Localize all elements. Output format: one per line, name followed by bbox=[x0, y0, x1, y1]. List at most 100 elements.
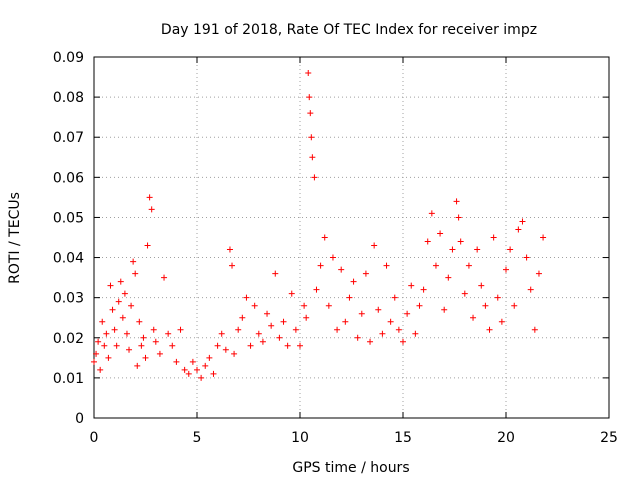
data-point bbox=[247, 342, 254, 349]
data-point bbox=[412, 330, 419, 337]
data-point bbox=[379, 330, 386, 337]
data-point bbox=[272, 270, 279, 277]
data-point bbox=[280, 318, 287, 325]
data-point bbox=[441, 306, 448, 313]
data-point bbox=[507, 246, 514, 253]
data-point bbox=[126, 346, 133, 353]
chart-title: Day 191 of 2018, Rate Of TEC Index for r… bbox=[161, 22, 537, 38]
plot-frame bbox=[93, 56, 610, 419]
data-point bbox=[194, 366, 200, 373]
data-point bbox=[470, 314, 477, 321]
data-point bbox=[284, 342, 291, 349]
data-point bbox=[395, 326, 402, 333]
data-point bbox=[268, 322, 275, 329]
data-point bbox=[93, 350, 100, 357]
x-tick-label: 10 bbox=[291, 430, 309, 446]
data-point bbox=[109, 306, 116, 313]
data-point bbox=[354, 334, 361, 341]
data-point bbox=[503, 266, 509, 273]
data-point bbox=[367, 338, 374, 345]
data-point bbox=[371, 242, 378, 249]
data-point bbox=[437, 230, 444, 237]
data-point bbox=[321, 234, 328, 241]
data-point bbox=[150, 326, 157, 333]
data-point bbox=[400, 338, 406, 345]
data-point bbox=[449, 246, 456, 253]
data-point bbox=[202, 362, 209, 369]
data-point bbox=[511, 302, 518, 309]
y-tick-label: 0.08 bbox=[53, 90, 84, 106]
data-point bbox=[91, 358, 97, 365]
data-point bbox=[308, 134, 315, 141]
data-point bbox=[185, 370, 192, 377]
data-point bbox=[445, 274, 452, 281]
data-point bbox=[362, 270, 369, 277]
y-axis-label: ROTI / TECUs bbox=[7, 192, 23, 284]
data-point bbox=[408, 282, 415, 289]
data-point bbox=[306, 94, 313, 101]
data-point bbox=[255, 330, 262, 337]
data-point bbox=[383, 262, 390, 269]
data-point bbox=[210, 370, 217, 377]
data-point bbox=[152, 338, 159, 345]
data-point bbox=[474, 246, 481, 253]
data-point bbox=[97, 366, 104, 373]
data-point bbox=[251, 302, 258, 309]
data-point bbox=[113, 342, 120, 349]
data-point bbox=[482, 302, 489, 309]
data-point bbox=[523, 254, 530, 261]
data-point bbox=[123, 330, 130, 337]
y-tick-label: 0 bbox=[75, 411, 84, 427]
data-point bbox=[465, 262, 472, 269]
data-point bbox=[229, 262, 236, 269]
y-tick-label: 0.02 bbox=[53, 331, 84, 347]
data-point bbox=[307, 110, 314, 117]
data-point bbox=[198, 374, 205, 381]
data-point bbox=[130, 258, 137, 265]
x-tick-label: 20 bbox=[497, 430, 515, 446]
data-point bbox=[515, 226, 522, 233]
data-point bbox=[136, 318, 143, 325]
y-tick-label: 0.05 bbox=[53, 210, 84, 226]
data-point bbox=[177, 326, 184, 333]
data-point bbox=[404, 310, 411, 317]
x-tick-label: 15 bbox=[394, 430, 412, 446]
data-point bbox=[189, 358, 196, 365]
data-point bbox=[494, 294, 501, 301]
x-tick-label: 0 bbox=[90, 430, 99, 446]
data-point bbox=[169, 342, 176, 349]
data-point bbox=[350, 278, 357, 285]
data-point bbox=[519, 218, 526, 225]
data-point bbox=[214, 342, 221, 349]
x-tick-label: 5 bbox=[193, 430, 202, 446]
data-point bbox=[455, 214, 462, 221]
data-point bbox=[111, 326, 118, 333]
data-point bbox=[535, 270, 542, 277]
x-tick-label: 25 bbox=[600, 430, 618, 446]
data-point bbox=[107, 282, 114, 289]
data-point bbox=[416, 302, 423, 309]
data-point bbox=[303, 314, 310, 321]
data-point bbox=[309, 154, 316, 161]
data-point bbox=[317, 262, 324, 269]
data-point bbox=[498, 318, 505, 325]
data-point bbox=[165, 330, 172, 337]
y-tick-label: 0.07 bbox=[53, 130, 84, 146]
data-point bbox=[428, 210, 435, 217]
data-point bbox=[235, 326, 242, 333]
data-point bbox=[117, 278, 124, 285]
data-point bbox=[297, 342, 303, 349]
data-point bbox=[387, 318, 394, 325]
data-point bbox=[218, 330, 225, 337]
data-point bbox=[288, 290, 295, 297]
data-point bbox=[490, 234, 497, 241]
axis-ticks: 0 0.01 0.02 0.03 0.04 0.05 0.06 0.07 0.08 0.09 0 5 1… bbox=[53, 50, 618, 446]
data-point bbox=[99, 318, 106, 325]
data-point bbox=[161, 274, 168, 281]
data-point bbox=[134, 362, 141, 369]
grid bbox=[94, 57, 609, 418]
data-point bbox=[453, 198, 460, 205]
data-point bbox=[105, 354, 112, 361]
data-point bbox=[156, 350, 163, 357]
